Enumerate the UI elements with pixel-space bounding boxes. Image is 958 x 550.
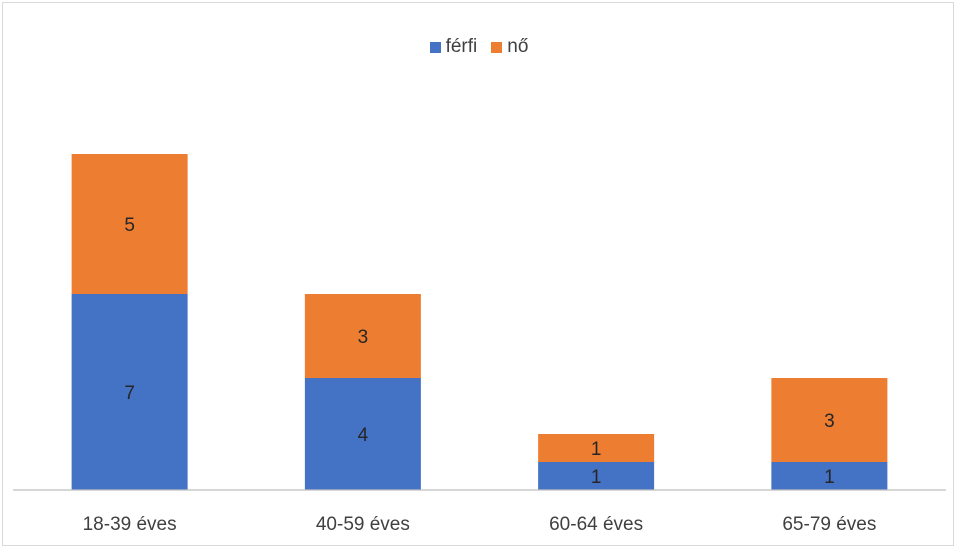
x-tick-label-1: 40-59 éves <box>316 514 410 535</box>
bar-ferfi-0 <box>71 294 188 490</box>
data-label-ferfi-3: 1 <box>824 467 835 488</box>
bar-no-0 <box>71 154 188 294</box>
data-label-no-0: 5 <box>124 215 135 236</box>
legend-label-no: nő <box>507 36 529 57</box>
data-label-ferfi-2: 1 <box>591 467 602 488</box>
legend-item-ferfi: férfi <box>429 36 478 58</box>
legend-swatch-ferfi <box>429 41 441 53</box>
legend-item-no: nő <box>491 36 528 58</box>
data-label-no-1: 3 <box>358 327 369 348</box>
x-tick-label-3: 65-79 éves <box>782 514 876 535</box>
bar-no-1 <box>304 294 421 378</box>
bar-ferfi-2 <box>538 462 655 490</box>
data-label-no-2: 1 <box>591 439 602 460</box>
chart-legend: férfi nő <box>0 36 958 58</box>
x-tick-label-0: 18-39 éves <box>83 514 177 535</box>
data-label-no-3: 3 <box>824 411 835 432</box>
legend-swatch-no <box>491 41 503 53</box>
data-label-ferfi-1: 4 <box>358 425 369 446</box>
bar-ferfi-3 <box>771 462 888 490</box>
bar-no-3 <box>771 378 888 462</box>
bar-ferfi-1 <box>304 378 421 490</box>
legend-label-ferfi: férfi <box>445 36 478 57</box>
bar-no-2 <box>538 434 655 462</box>
x-tick-label-2: 60-64 éves <box>549 514 643 535</box>
data-label-ferfi-0: 7 <box>124 383 135 404</box>
